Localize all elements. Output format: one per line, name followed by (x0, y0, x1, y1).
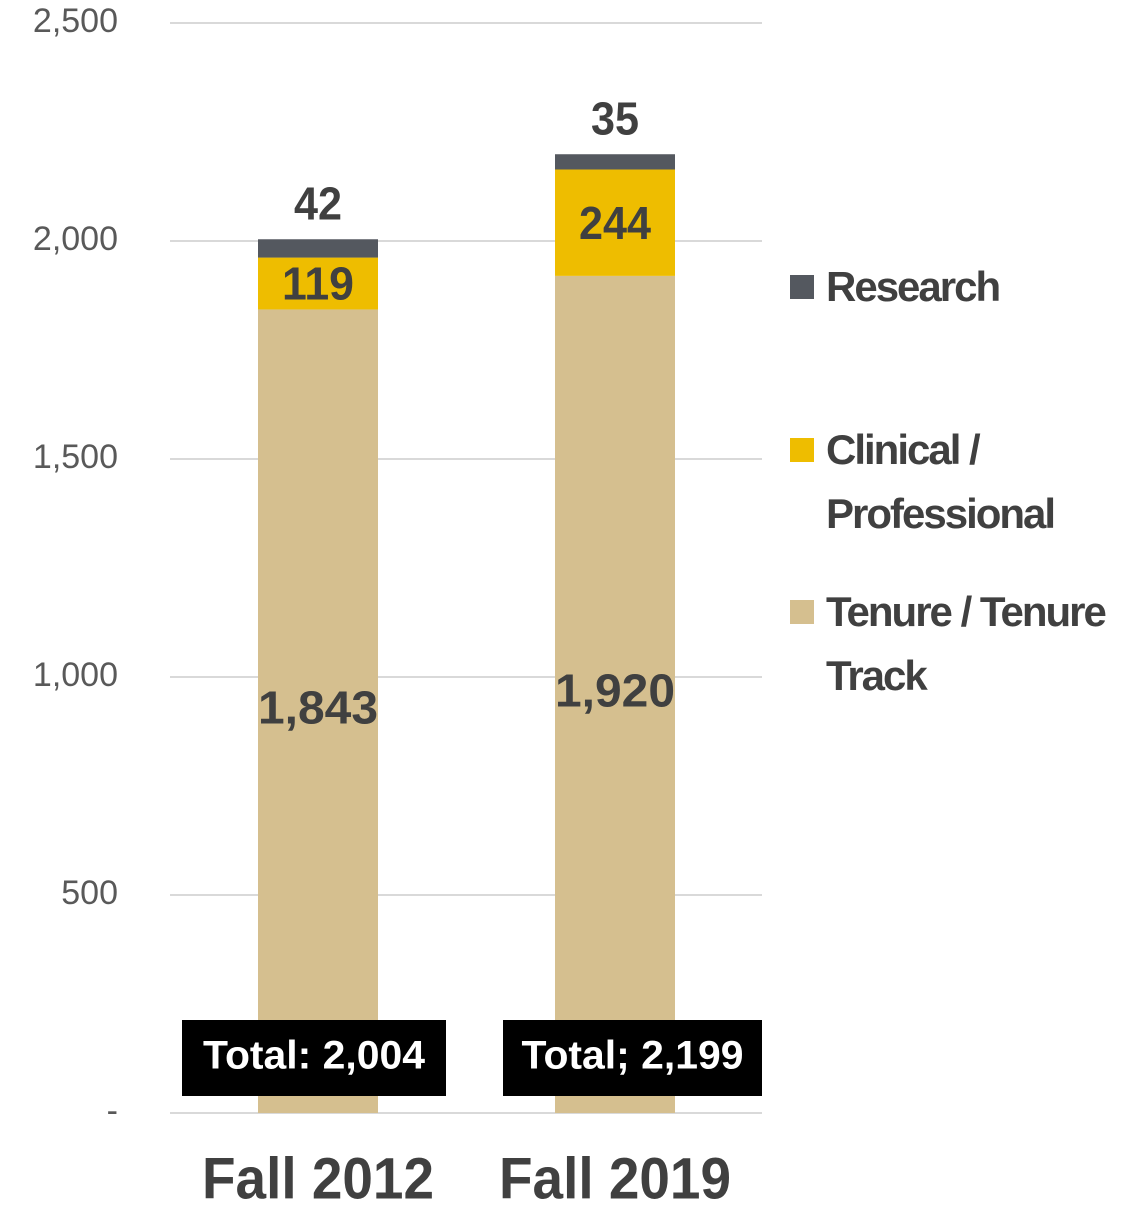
data-label: 35 (591, 92, 639, 144)
data-label: 42 (294, 177, 342, 229)
bar-segment (258, 257, 378, 310)
total-label: Total: 2,004 (203, 1034, 426, 1078)
legend-item: Clinical / Professional (790, 418, 1130, 546)
legend-label: Tenure / Tenure Track (826, 588, 1107, 699)
data-label: 244 (579, 197, 651, 249)
total-label: Total; 2,199 (522, 1034, 744, 1078)
y-tick-label: 1,500 (33, 438, 118, 476)
bar-segment (258, 239, 378, 258)
legend-item: Research (790, 255, 1130, 319)
data-label: 1,843 (258, 681, 378, 733)
legend-swatch (790, 600, 814, 624)
bar-segment (555, 275, 675, 1113)
total-box (503, 1020, 762, 1096)
x-tick-label: Fall 2012 (202, 1146, 434, 1211)
legend-item: Tenure / Tenure Track (790, 580, 1130, 708)
bar-segment (555, 154, 675, 170)
x-tick-label: Fall 2019 (499, 1146, 731, 1211)
y-tick-label: - (107, 1092, 118, 1130)
data-label: 1,920 (555, 665, 675, 717)
legend-swatch (790, 275, 814, 299)
y-tick-label: 2,000 (33, 220, 118, 258)
legend-label: Clinical / Professional (826, 426, 1056, 537)
y-tick-label: 1,000 (33, 656, 118, 694)
y-tick-label: 2,500 (33, 2, 118, 40)
bar-segment (555, 169, 675, 276)
y-tick-label: 500 (61, 874, 118, 912)
total-box (182, 1020, 446, 1096)
legend-label: Research (826, 263, 1001, 310)
legend-swatch (790, 438, 814, 462)
data-label: 119 (282, 258, 354, 310)
bar-segment (258, 309, 378, 1113)
